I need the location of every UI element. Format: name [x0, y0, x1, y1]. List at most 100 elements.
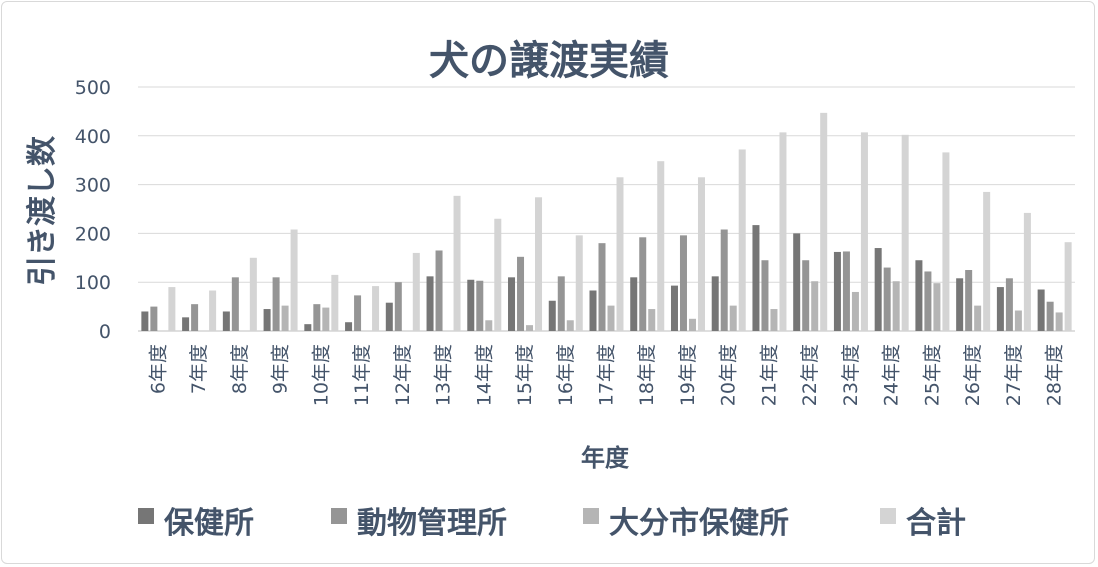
x-tick-label: 12年度 — [392, 344, 414, 406]
bar-大分市保健所-25年度 — [933, 283, 941, 331]
bar-大分市保健所-19年度 — [688, 318, 696, 331]
bar-動物管理所-24年度 — [883, 267, 891, 331]
bar-大分市保健所-21年度 — [770, 309, 778, 331]
chart-title: 犬の譲渡実績 — [429, 38, 669, 84]
x-tick-label: 20年度 — [718, 344, 740, 406]
y-tick-label: 200 — [75, 223, 111, 245]
bar-大分市保健所-15年度 — [526, 325, 534, 331]
bar-動物管理所-20年度 — [720, 229, 728, 331]
bar-大分市保健所-14年度 — [485, 320, 493, 331]
bar-合計-23年度 — [860, 132, 868, 331]
x-tick-label: 23年度 — [840, 344, 862, 406]
legend-label: 保健所 — [164, 506, 254, 541]
bar-動物管理所-19年度 — [679, 235, 687, 331]
bar-保健所-6年度 — [141, 311, 149, 331]
bar-保健所-12年度 — [385, 302, 393, 331]
bar-大分市保健所-23年度 — [851, 291, 859, 331]
legend-label: 合計 — [906, 506, 966, 541]
bar-合計-15年度 — [535, 197, 543, 331]
bar-保健所-28年度 — [1037, 289, 1045, 331]
bar-保健所-21年度 — [752, 225, 760, 331]
bar-動物管理所-10年度 — [313, 304, 321, 331]
bar-合計-21年度 — [779, 132, 787, 331]
x-tick-label: 11年度 — [351, 344, 373, 406]
bar-合計-10年度 — [331, 274, 339, 331]
x-tick-label: 7年度 — [188, 344, 210, 394]
legend-swatch-保健所 — [138, 508, 154, 524]
bar-保健所-14年度 — [467, 279, 475, 331]
bar-動物管理所-18年度 — [639, 237, 647, 331]
bar-保健所-11年度 — [345, 322, 353, 331]
bar-大分市保健所-24年度 — [892, 281, 900, 331]
bar-保健所-24年度 — [874, 248, 882, 331]
legend-swatch-動物管理所 — [331, 508, 347, 524]
bar-動物管理所-8年度 — [231, 277, 239, 331]
bar-保健所-8年度 — [222, 311, 230, 331]
x-tick-label: 19年度 — [677, 344, 699, 406]
bar-保健所-26年度 — [956, 278, 964, 331]
x-tick-label: 28年度 — [1044, 344, 1066, 406]
bar-動物管理所-12年度 — [394, 282, 402, 331]
bar-保健所-15年度 — [508, 277, 516, 331]
bar-大分市保健所-9年度 — [281, 305, 289, 331]
bar-動物管理所-11年度 — [354, 295, 362, 331]
bar-大分市保健所-18年度 — [648, 309, 656, 331]
x-tick-label: 14年度 — [473, 344, 495, 406]
bar-保健所-23年度 — [833, 251, 841, 331]
y-tick-label: 300 — [75, 175, 111, 197]
bar-合計-11年度 — [372, 286, 380, 331]
bar-合計-8年度 — [249, 257, 257, 331]
x-tick-label: 10年度 — [310, 344, 332, 406]
x-tick-label: 15年度 — [514, 344, 536, 406]
x-tick-label: 16年度 — [555, 344, 577, 406]
legend-swatch-大分市保健所 — [583, 508, 599, 524]
y-tick-label: 400 — [75, 126, 111, 148]
bar-大分市保健所-17年度 — [607, 305, 615, 331]
y-tick-label: 0 — [99, 321, 111, 343]
bar-大分市保健所-10年度 — [322, 307, 330, 331]
bar-動物管理所-15年度 — [517, 256, 525, 331]
x-tick-label: 6年度 — [147, 344, 169, 394]
bar-合計-6年度 — [168, 287, 176, 331]
bar-動物管理所-7年度 — [191, 304, 199, 331]
bar-合計-22年度 — [820, 112, 828, 331]
legend-swatch-合計 — [880, 508, 896, 524]
bar-合計-13年度 — [453, 195, 461, 331]
bar-保健所-18年度 — [630, 277, 638, 331]
bar-保健所-19年度 — [670, 285, 678, 331]
x-axis-ticks: 6年度 7年度 8年度 9年度 10年度 11年度 12年度 13年度 14年度 15年度 16年度… — [147, 344, 1065, 406]
bar-大分市保健所-28年度 — [1055, 312, 1063, 331]
x-tick-label: 26年度 — [962, 344, 984, 406]
bar-動物管理所-27年度 — [1005, 278, 1013, 331]
bar-動物管理所-21年度 — [761, 260, 769, 331]
bar-動物管理所-14年度 — [476, 280, 484, 331]
x-tick-label: 22年度 — [799, 344, 821, 406]
bar-大分市保健所-20年度 — [729, 305, 737, 331]
bar-合計-9年度 — [290, 229, 298, 331]
bar-動物管理所-26年度 — [965, 270, 973, 331]
bar-動物管理所-16年度 — [557, 276, 565, 331]
bar-大分市保健所-22年度 — [811, 281, 819, 331]
y-axis-ticks: 0 100 200 300 400 500 — [75, 77, 111, 343]
bar-合計-7年度 — [209, 290, 217, 331]
bar-保健所-13年度 — [426, 276, 434, 331]
bar-合計-17年度 — [616, 177, 624, 331]
bar-合計-19年度 — [697, 177, 705, 331]
bar-動物管理所-13年度 — [435, 250, 443, 331]
y-axis-title: 引き渡し数 — [25, 135, 60, 286]
bar-合計-25年度 — [942, 152, 950, 331]
bars — [141, 112, 1072, 331]
y-tick-label: 500 — [75, 77, 111, 99]
legend: 保健所 動物管理所 大分市保健所 合計 — [138, 506, 966, 541]
x-tick-label: 9年度 — [270, 344, 292, 394]
bar-合計-26年度 — [983, 191, 991, 331]
x-axis-title: 年度 — [581, 444, 630, 472]
x-tick-label: 25年度 — [921, 344, 943, 406]
legend-label: 動物管理所 — [357, 506, 507, 541]
bar-合計-16年度 — [575, 235, 583, 331]
x-tick-label: 27年度 — [1003, 344, 1025, 406]
bar-動物管理所-17年度 — [598, 243, 606, 331]
bar-保健所-9年度 — [263, 309, 271, 331]
bar-動物管理所-9年度 — [272, 277, 280, 331]
